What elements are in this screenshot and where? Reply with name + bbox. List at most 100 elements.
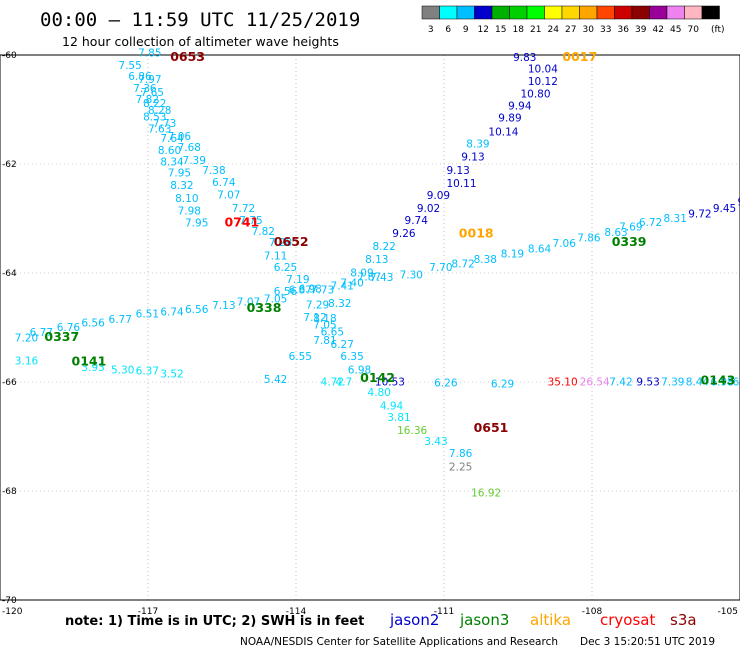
swh-value-label: 9.02 [417, 203, 440, 215]
swh-value-label: 6.56 [185, 304, 209, 316]
swh-value-label: 8.22 [143, 98, 166, 110]
swh-value-label: 9.89 [498, 112, 521, 124]
legend-swatch [526, 5, 545, 20]
swh-value-label: 7.30 [400, 269, 423, 281]
swh-value-label: 16.36 [397, 425, 427, 437]
swh-value-label: 6.55 [289, 351, 312, 363]
swh-value-label: 8.19 [501, 249, 524, 261]
swh-value-label: 6.25 [274, 262, 297, 274]
swh-value-label: 3.93 [81, 362, 104, 374]
swh-value-label: 6.29 [491, 378, 514, 390]
swh-value-label: 7.95 [168, 168, 191, 180]
footer-note: note: 1) Time is in UTC; 2) SWH is in fe… [65, 614, 364, 629]
longitude-tick-label: -105 [718, 607, 738, 617]
swh-value-label: 7.73 [153, 118, 176, 130]
pass-time-label: 0018 [459, 226, 494, 241]
swh-value-label: 7.82 [136, 94, 159, 106]
latitude-tick-label: -62 [2, 160, 17, 170]
swh-value-label: 7.39 [183, 155, 206, 167]
swh-value-label: 6.74 [160, 307, 184, 319]
swh-value-label: 8.09 [350, 267, 373, 279]
satellite-legend-altika: altika [530, 611, 571, 629]
swh-value-label: 8.44 [686, 376, 710, 388]
map-subtitle: 12 hour collection of altimeter wave hei… [62, 34, 339, 49]
pass-time-label: 0338 [247, 300, 282, 315]
swh-value-label: 6.86 [128, 71, 152, 83]
swh-value-label: 7.69 [619, 221, 642, 233]
swh-value-label: 8.31 [664, 213, 687, 225]
swh-value-label: 8.32 [170, 180, 193, 192]
satellite-legend-jason2: jason2 [389, 611, 439, 629]
swh-value-label: 10.04 [528, 63, 558, 75]
swh-value-label: 7.36 [133, 83, 157, 95]
footer-timestamp: Dec 3 15:20:51 UTC 2019 [580, 636, 715, 648]
legend-bin-label: 33 [600, 25, 611, 35]
pass-time-label: 0651 [474, 420, 509, 435]
legend-swatch [614, 5, 633, 20]
swh-value-label: 8.53 [143, 111, 166, 123]
legend-bin-label: 45 [670, 25, 681, 35]
swh-value-label: 3.16 [15, 356, 39, 368]
swh-value-label: 5.42 [264, 374, 287, 386]
swh-value-label: 8.32 [328, 298, 351, 310]
swh-value-label: 7.73 [311, 285, 334, 297]
swh-value-label: 7.05 [264, 293, 287, 305]
swh-value-label: 3.52 [160, 369, 183, 381]
legend-bin-label: 24 [548, 25, 560, 35]
swh-value-label: 8.10 [175, 193, 198, 205]
swh-value-label: 4.80 [368, 387, 391, 399]
swh-value-label: 7.64 [160, 133, 184, 145]
pass-time-label: 0339 [612, 234, 647, 249]
swh-value-label: 7.11 [264, 250, 287, 262]
legend-swatch [474, 5, 493, 20]
satellite-legend-s3a: s3a [670, 611, 697, 629]
swh-value-label: 3.43 [424, 436, 447, 448]
swh-value-label: 7.07 [237, 297, 260, 309]
swh-value-label: 6.56 [274, 286, 298, 298]
swh-value-label: 7.82 [252, 226, 275, 238]
swh-value-label: 8.63 [604, 227, 627, 239]
swh-value-label: 7.29 [306, 299, 329, 311]
swh-value-label: 6.98 [710, 376, 733, 388]
legend-bin-label: 6 [445, 25, 451, 35]
swh-value-label: 6.27 [331, 339, 354, 351]
legend-bin-label: 15 [495, 25, 506, 35]
legend-swatch [684, 5, 703, 20]
swh-value-label: 10.53 [375, 376, 405, 388]
longitude-tick-label: -111 [434, 607, 454, 617]
longitude-tick-label: -117 [138, 607, 158, 617]
swh-color-legend: 3 6 9 12 15 18 21 24 27 30 33 36 39 42 45 70 [421, 5, 720, 35]
swh-value-label: 4.7 [335, 376, 352, 388]
pass-time-label: 0017 [562, 49, 597, 64]
longitude-tick-label: -108 [582, 607, 603, 617]
swh-value-label: 9.74 [405, 215, 429, 227]
legend-swatch [509, 5, 528, 20]
swh-value-label: 7.05 [313, 320, 336, 332]
swh-value-label: 7.72 [232, 203, 255, 215]
swh-value-label: 8.64 [528, 243, 552, 255]
pass-time-label: 0141 [72, 354, 107, 369]
legend-swatch [579, 5, 598, 20]
legend-bin-label: 12 [478, 25, 489, 35]
swh-value-label: 7.85 [138, 48, 161, 60]
satellite-legend-jason3: jason3 [459, 611, 509, 629]
swh-value-label: 16.92 [471, 487, 501, 499]
swh-value-label: 7.87 [358, 272, 381, 284]
swh-value-label: 7.41 [331, 280, 354, 292]
legend-swatch [544, 5, 563, 20]
satellite-legend: jason2 jason3 altika cryosat s3a [389, 611, 697, 629]
pass-time-label: 0337 [44, 329, 79, 344]
swh-value-label: 6.37 [136, 365, 159, 377]
swh-value-label: 8.60 [158, 145, 181, 157]
legend-swatch [631, 5, 650, 20]
legend-swatch [456, 5, 475, 20]
swh-value-label: 6.26 [434, 377, 458, 389]
swh-value-label: 7.12 [303, 312, 326, 324]
swh-value-label: 9.26 [392, 228, 416, 240]
swh-value-label: 7.06 [168, 131, 192, 143]
swh-value-label: 6.98 [348, 364, 371, 376]
swh-value-label: 9.09 [427, 190, 450, 202]
swh-value-label: 6.87 [289, 285, 312, 297]
legend-bin-label: 27 [565, 25, 576, 35]
